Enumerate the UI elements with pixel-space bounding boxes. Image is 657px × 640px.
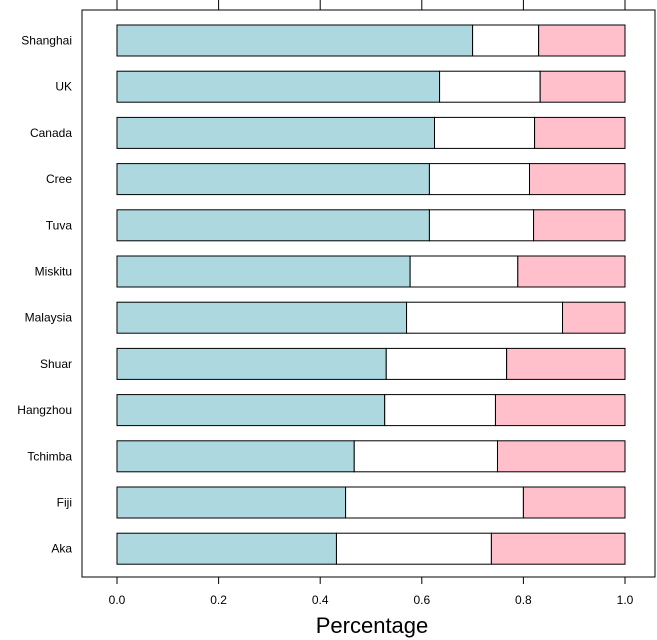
bar-segment-2 [335,532,492,565]
bar-segment-1 [116,70,441,103]
category-label: Shuar [40,357,72,371]
category-label: UK [55,80,72,94]
bar-segment-3 [522,486,626,519]
category-label: Hangzhou [17,403,72,417]
category-label: Miskitu [35,265,72,279]
bar-segment-3 [506,347,626,380]
category-label: Canada [30,126,72,140]
bar-segment-1 [116,24,474,57]
category-label: Malaysia [25,311,73,325]
bar-segment-2 [353,440,498,473]
bar-segment-1 [116,301,408,334]
bar-segment-1 [116,163,430,196]
x-tick-label: 0.6 [413,593,430,607]
bar-segment-3 [534,116,626,149]
x-tick-label: 1.0 [617,593,634,607]
bars [116,24,626,565]
bar-segment-2 [439,70,541,103]
top-ticks [116,0,626,10]
bar-segment-3 [539,70,626,103]
category-label: Tchimba [27,449,72,463]
bar-segment-1 [116,209,430,242]
bar-segment-2 [385,347,508,380]
x-tick-label: 0.8 [515,593,532,607]
category-label: Tuva [46,218,73,232]
bar-segment-3 [494,394,626,427]
bar-segment-3 [496,440,626,473]
bar-segment-1 [116,347,387,380]
bar-segment-2 [434,116,536,149]
bar-segment-3 [528,163,626,196]
bar-segment-1 [116,486,347,519]
bar-segment-1 [116,255,411,288]
bar-segment-1 [116,440,355,473]
bar-segment-3 [533,209,626,242]
category-labels: Shanghai UK Canada Cree Tuva Miskitu Malaysia S… [17,34,72,556]
category-label: Aka [51,542,72,556]
bar-segment-2 [384,394,496,427]
bar-segment-2 [472,24,540,57]
bar-segment-2 [428,209,535,242]
bar-segment-3 [490,532,626,565]
category-label: Shanghai [21,34,72,48]
bar-segment-2 [406,301,564,334]
x-axis: 0.0 0.2 0.4 0.6 0.8 1.0 [109,577,634,607]
bar-segment-1 [116,532,337,565]
bar-segment-1 [116,394,386,427]
x-tick-label: 0.4 [312,593,329,607]
bar-segment-3 [517,255,626,288]
plot-frame [81,9,656,578]
x-tick-label: 0.0 [109,593,126,607]
x-tick-label: 0.2 [210,593,227,607]
bar-segment-3 [562,301,626,334]
bar-segment-2 [409,255,519,288]
category-label: Fiji [57,496,72,510]
x-axis-title: Percentage [316,613,429,638]
bar-segment-1 [116,116,435,149]
bar-segment-3 [538,24,626,57]
bar-segment-2 [345,486,524,519]
category-label: Cree [46,172,72,186]
bar-segment-2 [428,163,530,196]
